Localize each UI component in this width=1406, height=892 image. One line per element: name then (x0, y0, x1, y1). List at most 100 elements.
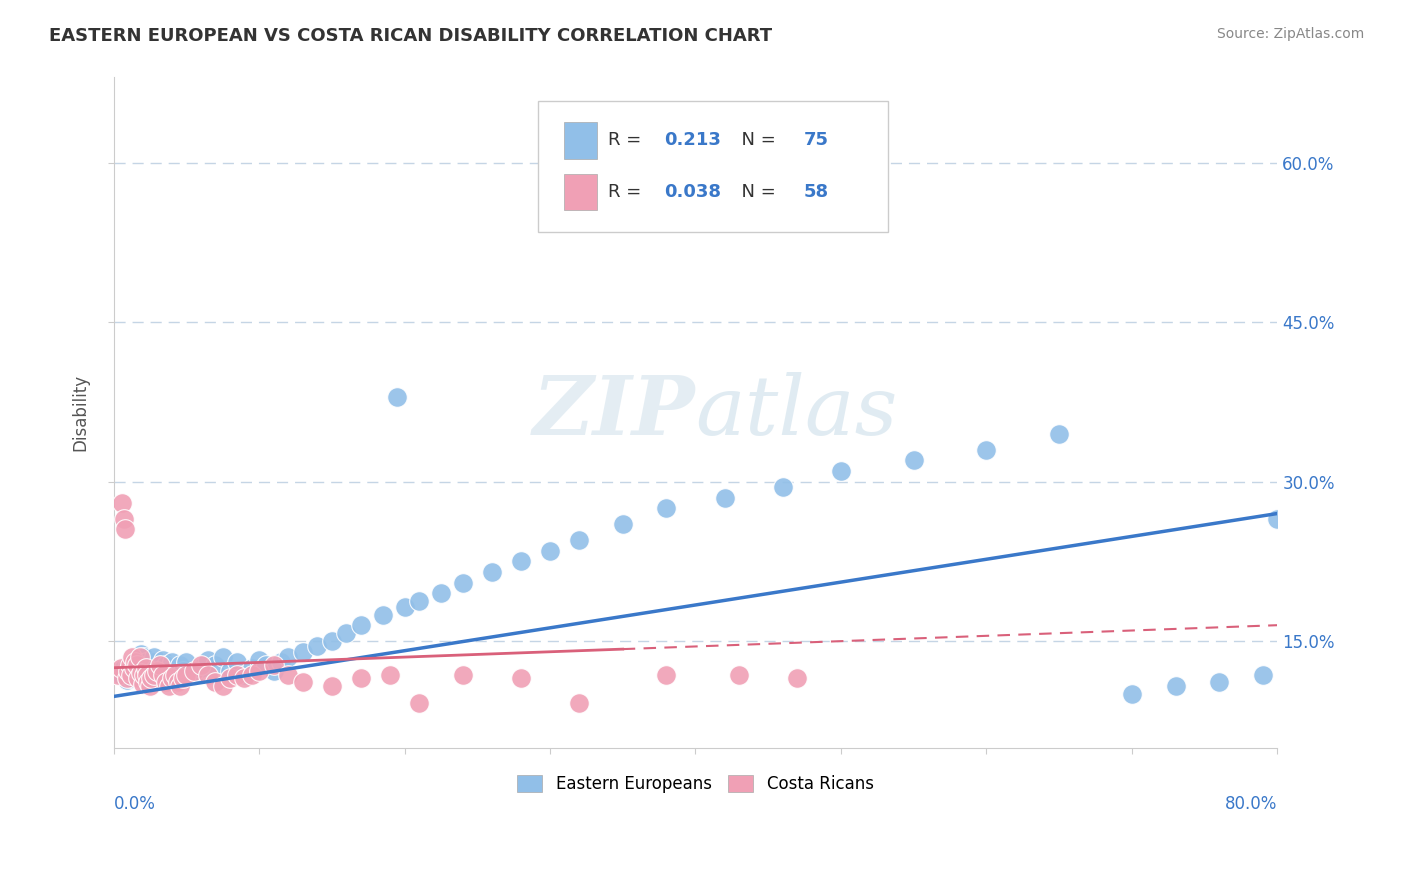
Text: 80.0%: 80.0% (1225, 796, 1278, 814)
Point (141, 672, 163, 686)
Point (509, 554, 531, 568)
Point (1164, 679, 1187, 693)
Point (1267, 512, 1289, 526)
Text: ZIP: ZIP (533, 373, 696, 452)
Point (219, 664, 242, 678)
Text: EASTERN EUROPEAN VS COSTA RICAN DISABILITY CORRELATION CHART: EASTERN EUROPEAN VS COSTA RICAN DISABILI… (49, 27, 772, 45)
Point (713, 491, 735, 505)
Point (204, 657, 226, 672)
Point (233, 672, 256, 686)
Point (155, 674, 177, 689)
Point (481, 565, 503, 579)
Point (291, 674, 314, 689)
Point (211, 679, 233, 693)
Point (976, 442, 998, 457)
Point (219, 672, 242, 686)
Point (169, 657, 191, 672)
Point (226, 656, 249, 670)
Point (903, 453, 925, 467)
Point (233, 668, 256, 682)
Point (125, 653, 148, 667)
Point (157, 664, 180, 678)
Point (772, 480, 794, 494)
Point (163, 668, 186, 682)
Point (155, 657, 177, 672)
Text: atlas: atlas (696, 373, 898, 452)
Point (350, 618, 373, 632)
Point (335, 625, 357, 640)
Point (110, 668, 132, 682)
Point (568, 533, 591, 547)
Text: 0.038: 0.038 (664, 183, 721, 201)
Point (538, 543, 561, 558)
Point (350, 672, 373, 686)
Point (190, 661, 212, 675)
Point (174, 668, 197, 682)
Point (1251, 668, 1274, 682)
Point (114, 523, 136, 537)
Point (277, 650, 299, 665)
Legend: Eastern Europeans, Costa Ricans: Eastern Europeans, Costa Ricans (510, 768, 880, 799)
Point (174, 656, 197, 670)
Y-axis label: Disability: Disability (72, 374, 89, 451)
Point (124, 656, 146, 670)
Point (612, 517, 634, 532)
Point (157, 679, 180, 693)
Point (117, 664, 139, 678)
Point (136, 676, 159, 690)
Point (197, 653, 219, 667)
Point (118, 657, 141, 672)
Point (131, 676, 153, 690)
Point (120, 672, 142, 686)
Point (655, 668, 678, 682)
Point (655, 501, 678, 516)
Point (129, 647, 152, 661)
Point (263, 657, 285, 672)
Point (1121, 687, 1143, 701)
Text: Source: ZipAtlas.com: Source: ZipAtlas.com (1216, 27, 1364, 41)
Point (169, 679, 191, 693)
Point (277, 668, 299, 682)
Point (387, 390, 409, 404)
Point (112, 661, 135, 675)
Point (451, 668, 474, 682)
Point (149, 657, 172, 672)
Point (378, 668, 401, 682)
Point (115, 673, 138, 688)
Point (509, 672, 531, 686)
Point (1047, 426, 1070, 441)
Point (211, 650, 233, 665)
Text: R =: R = (609, 183, 647, 201)
Point (226, 668, 249, 682)
Point (120, 668, 142, 682)
Point (135, 656, 157, 670)
Point (172, 664, 194, 678)
Point (115, 672, 138, 686)
Text: 0.0%: 0.0% (114, 796, 156, 814)
Point (152, 668, 174, 682)
Text: N =: N = (730, 131, 782, 150)
Point (166, 674, 188, 689)
Point (127, 657, 149, 672)
Point (830, 464, 852, 478)
Point (110, 661, 132, 675)
Point (138, 672, 160, 686)
Point (183, 664, 205, 678)
Point (728, 668, 751, 682)
Point (254, 657, 277, 672)
Point (152, 653, 174, 667)
Point (321, 634, 343, 648)
Point (160, 672, 183, 686)
Point (121, 664, 143, 678)
Point (394, 600, 416, 615)
Point (128, 650, 150, 665)
Point (143, 668, 166, 682)
Point (568, 696, 591, 710)
Point (129, 666, 152, 681)
Point (122, 661, 145, 675)
Point (247, 653, 270, 667)
Point (247, 664, 270, 678)
Point (128, 664, 150, 678)
Point (321, 679, 343, 693)
Point (240, 661, 263, 675)
